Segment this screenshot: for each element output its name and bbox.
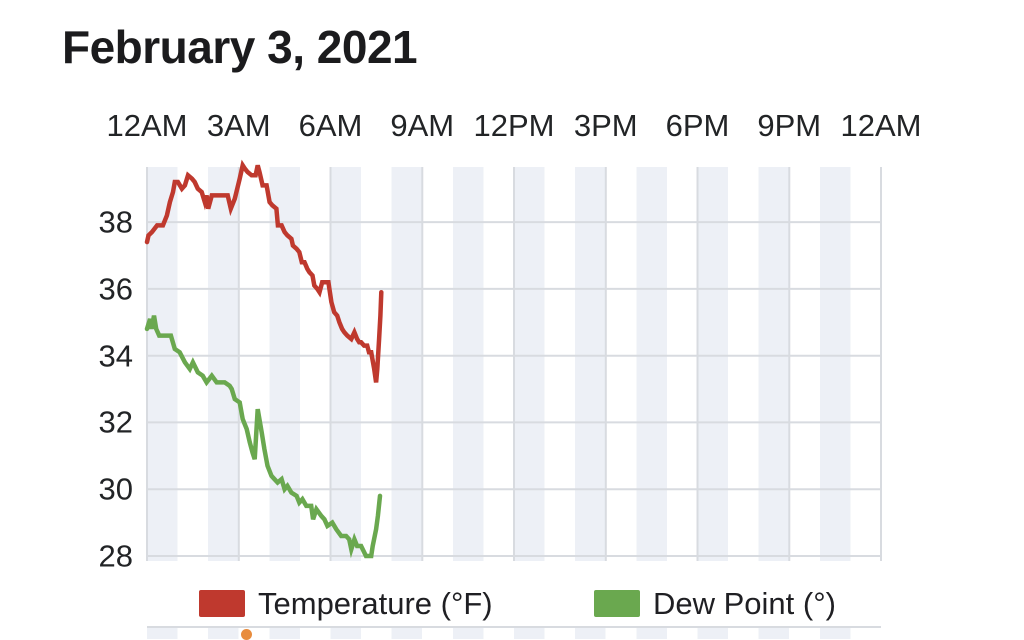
dew-point-line bbox=[144, 315, 383, 559]
page-title: February 3, 2021 bbox=[62, 21, 418, 73]
legend-item-dew-point-label: Dew Point (°) bbox=[653, 585, 836, 621]
chart-svg bbox=[144, 159, 882, 561]
x-axis-tick-label: 3AM bbox=[206, 108, 271, 143]
y-axis-tick-label: 38 bbox=[98, 204, 133, 240]
y-axis-tick-label: 30 bbox=[98, 471, 133, 507]
x-axis-tick-label: 9PM bbox=[757, 108, 822, 143]
y-axis-tick-label: 36 bbox=[98, 271, 133, 307]
legend-item-temperature[interactable]: Temperature (°F) bbox=[199, 586, 493, 620]
temperature-line bbox=[144, 159, 384, 383]
x-axis-tick-label: 12AM bbox=[840, 108, 922, 143]
legend-item-temperature-label: Temperature (°F) bbox=[258, 585, 493, 621]
legend-item-temperature-swatch bbox=[199, 589, 245, 617]
legend-item-dew-point-swatch bbox=[594, 589, 640, 617]
x-axis-tick-label: 3PM bbox=[573, 108, 638, 143]
x-axis-tick-label: 9AM bbox=[390, 108, 455, 143]
next-chart-partial bbox=[147, 626, 881, 640]
legend-item-dew-point[interactable]: Dew Point (°) bbox=[594, 586, 836, 620]
x-axis-tick-label: 6AM bbox=[298, 108, 363, 143]
y-axis-tick-label: 28 bbox=[98, 538, 133, 574]
y-axis-tick-label: 34 bbox=[98, 338, 133, 374]
x-axis-tick-label: 6PM bbox=[665, 108, 730, 143]
y-axis-tick-label: 32 bbox=[98, 404, 133, 440]
x-axis-tick-label: 12AM bbox=[106, 108, 188, 143]
next-chart-marker-orange-dot bbox=[241, 629, 252, 640]
x-axis-tick-label: 12PM bbox=[473, 108, 555, 143]
